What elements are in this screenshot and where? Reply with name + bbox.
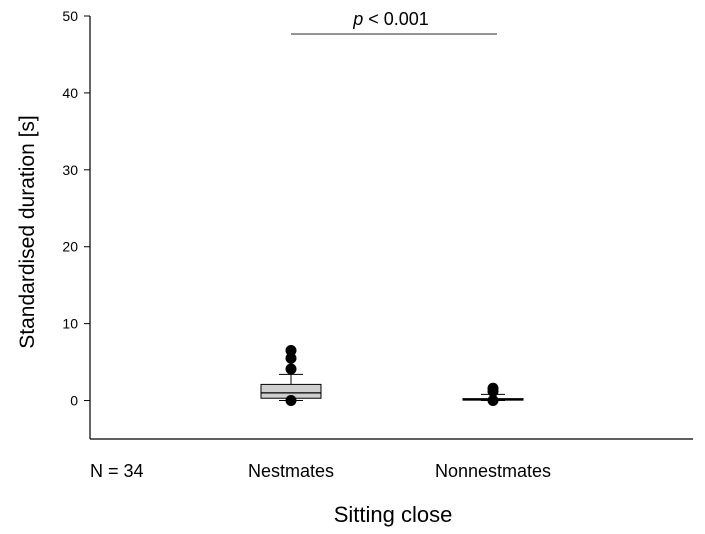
outlier-point [487, 395, 499, 407]
box-series [260, 345, 524, 407]
sample-size-label: N = 34 [90, 461, 144, 481]
outlier-point [285, 395, 297, 407]
significance-label: p < 0.001 [352, 9, 429, 29]
axes [89, 16, 693, 440]
outlier-point [285, 363, 297, 375]
x-category-label: Nestmates [248, 461, 334, 481]
significance-annotation: p < 0.001 [291, 9, 497, 35]
box-nestmates [260, 345, 322, 407]
outlier-point [487, 385, 499, 397]
y-tick-label: 40 [62, 85, 78, 101]
y-tick-label: 50 [62, 8, 78, 24]
outlier-point [285, 345, 297, 357]
y-axis-label: Standardised duration [s] [16, 115, 39, 348]
y-tick-label: 0 [70, 393, 78, 409]
x-axis-label: Sitting close [334, 502, 453, 527]
y-tick-label: 30 [62, 162, 78, 178]
p-symbol: p [352, 9, 363, 29]
x-category-labels: Nestmates Nonnestmates [248, 461, 551, 481]
outlier-point [285, 352, 297, 364]
y-tick-label: 10 [62, 316, 78, 332]
box-nonnestmates [462, 382, 524, 407]
p-value: < 0.001 [363, 9, 429, 29]
y-axis-ticks: 0 10 20 30 40 50 [62, 8, 90, 409]
y-tick-label: 20 [62, 239, 78, 255]
x-category-label: Nonnestmates [435, 461, 551, 481]
